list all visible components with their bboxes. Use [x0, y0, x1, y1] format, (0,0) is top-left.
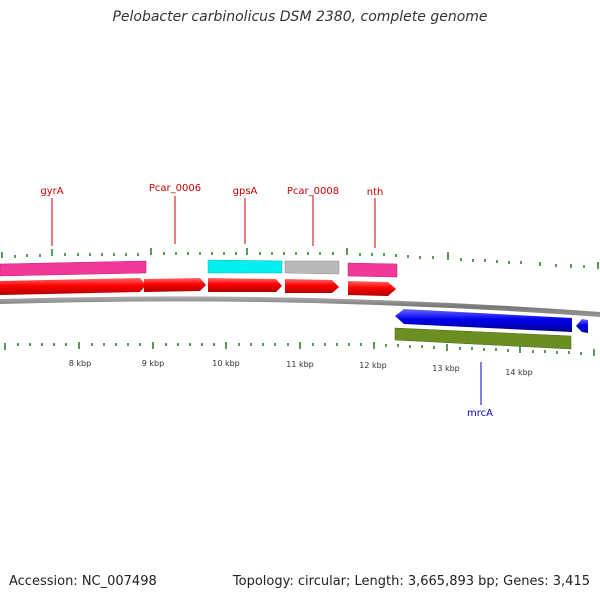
upper-tick-row	[1, 248, 599, 269]
svg-text:gpsA: gpsA	[233, 186, 258, 197]
cog-block-nth	[347, 262, 398, 278]
lower-tick-row	[4, 342, 595, 356]
svg-text:gyrA: gyrA	[40, 186, 63, 197]
gene-label-gpsA[interactable]: gpsA	[233, 186, 258, 197]
gene-label-Pcar_0008[interactable]: Pcar_0008	[287, 186, 339, 197]
gene-label-leaders	[51, 196, 482, 405]
tick-label-13kbp: 13 kbp	[432, 364, 460, 373]
svg-text:mrcA: mrcA	[467, 408, 493, 419]
svg-text:Pcar_0006: Pcar_0006	[149, 183, 201, 194]
tick-label-8kbp: 8 kbp	[69, 359, 91, 368]
cds-arrow-Pcar_0006	[144, 278, 206, 292]
tick-label-11kbp: 11 kbp	[286, 360, 314, 369]
tick-label-12kbp: 12 kbp	[359, 361, 387, 370]
svg-text:nth: nth	[367, 187, 384, 198]
accession-text: Accession: NC_007498	[9, 574, 157, 589]
cog-block-gyrA	[0, 260, 147, 277]
cog-block-Pcar_0008	[284, 260, 340, 275]
gene-label-nth[interactable]: nth	[367, 187, 384, 198]
genome-backbone	[0, 296, 600, 317]
cds-arrow-nth	[348, 281, 396, 296]
gene-label-Pcar_0006[interactable]: Pcar_0006	[149, 183, 201, 194]
cds-arrow-gpsA	[208, 278, 282, 292]
tick-label-9kbp: 9 kbp	[142, 359, 164, 368]
tick-label-10kbp: 10 kbp	[212, 359, 240, 368]
cds-arrow-mrcA	[395, 309, 572, 332]
gene-label-mrcA[interactable]: mrcA	[467, 408, 493, 419]
svg-text:Pcar_0008: Pcar_0008	[287, 186, 339, 197]
cog-block-mrcA	[394, 327, 572, 350]
cog-block-gpsA	[207, 259, 283, 274]
cds-arrow-small-reverse	[576, 319, 588, 333]
tick-label-14kbp: 14 kbp	[505, 368, 533, 377]
cds-arrow-Pcar_0008	[285, 279, 339, 293]
cds-arrow-gyrA	[0, 278, 146, 295]
topology-text: Topology: circular; Length: 3,665,893 bp…	[232, 574, 590, 589]
genome-title: Pelobacter carbinolicus DSM 2380, comple…	[112, 9, 488, 25]
gene-label-gyrA[interactable]: gyrA	[40, 186, 63, 197]
